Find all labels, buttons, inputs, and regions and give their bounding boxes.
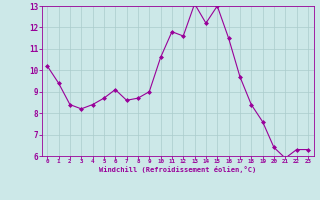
X-axis label: Windchill (Refroidissement éolien,°C): Windchill (Refroidissement éolien,°C) <box>99 166 256 173</box>
